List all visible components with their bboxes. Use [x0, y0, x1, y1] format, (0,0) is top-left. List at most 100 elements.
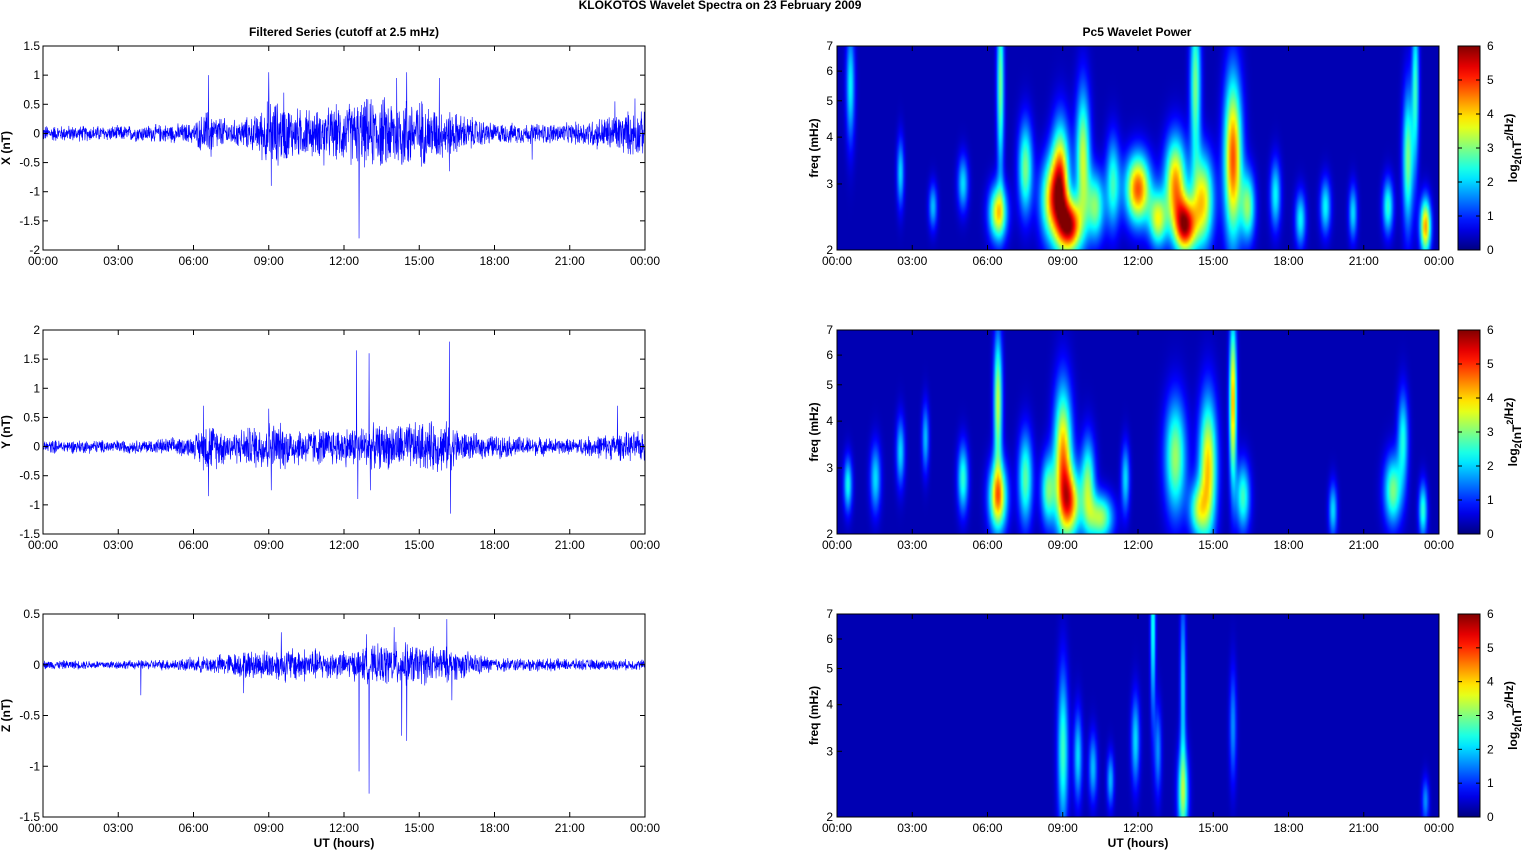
y-tick-label: 3 [826, 744, 833, 758]
right-column-title: Pc5 Wavelet Power [1083, 25, 1192, 39]
colorbar-label-part: 2 [1505, 136, 1515, 141]
time-series-panel-y: -1.5 -1 -0.5 0 0.5 1 1.5 2 00:00 03:00 06:00 09:00 1… [0, 323, 660, 552]
x-tick-label: 15:00 [1198, 254, 1228, 268]
time-series-panel-z: -1.5 -1 -0.5 0 0.5 00:00 03:00 06:00 09:00 12:00 1… [0, 607, 660, 850]
x-tick-label: 12:00 [329, 538, 359, 552]
x-tick-label: 00:00 [822, 538, 852, 552]
y-tick-label: 2 [826, 527, 833, 541]
y-tick-label: -1.5 [19, 527, 40, 541]
colorbar-tick-label: 5 [1487, 641, 1494, 655]
y-tick-label: -0.5 [19, 709, 40, 723]
colorbar-label-part: (nT [1510, 140, 1522, 159]
colorbar-tick-label: 6 [1487, 39, 1494, 53]
y-tick-label: 5 [826, 94, 833, 108]
figure-suptitle: KLOKOTOS Wavelet Spectra on 23 February … [579, 0, 862, 12]
x-tick-label: 06:00 [178, 254, 208, 268]
colorbar-label-part: (nT [1510, 424, 1522, 443]
colorbar-label-part: (nT [1510, 708, 1522, 727]
y-tick-label: 0.5 [23, 97, 40, 111]
x-tick-label: 09:00 [254, 254, 284, 268]
colorbar-tick-label: 4 [1487, 107, 1494, 121]
y-tick-label: 1 [33, 381, 40, 395]
colorbar-tick-label: 3 [1487, 425, 1494, 439]
colorbar-label-part: log [1506, 448, 1520, 466]
x-tick-label: 18:00 [479, 538, 509, 552]
x-tick-label: 00:00 [28, 538, 58, 552]
colorbar-label-part: /Hz) [1502, 114, 1516, 136]
y-tick-label: 0 [33, 658, 40, 672]
x-tick-label: 12:00 [1123, 821, 1153, 835]
x-tick-label: 06:00 [972, 821, 1002, 835]
y-axis-label: X (nT) [0, 131, 13, 165]
x-tick-label: 18:00 [479, 254, 509, 268]
y-tick-label: -1.5 [19, 214, 40, 228]
y-tick-label: 4 [826, 414, 833, 428]
x-tick-label: 12:00 [329, 254, 359, 268]
x-tick-label: 12:00 [1123, 538, 1153, 552]
x-tick-label: 12:00 [1123, 254, 1153, 268]
x-tick-label: 00:00 [630, 821, 660, 835]
plots-layer: -2 -1.5 -1 -0.5 0 0.5 1 1.5 00:00 03:00 06:00 09:00… [0, 39, 1522, 850]
x-tick-label: 03:00 [103, 821, 133, 835]
x-tick-label: 21:00 [1349, 538, 1379, 552]
colorbar-label-part: 2 [1505, 703, 1515, 708]
x-tick-label: 03:00 [897, 254, 927, 268]
x-tick-label: 18:00 [1273, 821, 1303, 835]
x-tick-label: 18:00 [1273, 538, 1303, 552]
colorbar-tick-label: 5 [1487, 73, 1494, 87]
x-tick-label: 03:00 [897, 821, 927, 835]
x-tick-label: 00:00 [28, 254, 58, 268]
colorbar-label: log2(nT2/Hz) [1502, 398, 1522, 467]
wavelet-panel-y: 2 3 4 5 6 7 00:00 03:00 06:00 09:00 12:00 15:00 18:0… [807, 323, 1522, 552]
x-tick-label: 21:00 [1349, 821, 1379, 835]
time-series-panel-x: -2 -1.5 -1 -0.5 0 0.5 1 1.5 00:00 03:00 06:00 09:00… [0, 39, 660, 268]
series-line-x [43, 72, 645, 239]
x-tick-label: 00:00 [630, 254, 660, 268]
y-tick-label: 6 [826, 348, 833, 362]
plot-area [43, 46, 645, 250]
x-tick-label: 15:00 [1198, 538, 1228, 552]
x-tick-label: 00:00 [1424, 821, 1454, 835]
wavelet-panel-z: 2 3 4 5 6 7 00:00 03:00 06:00 09:00 12:00 15:00 18:0… [807, 607, 1522, 850]
x-tick-label: 00:00 [630, 538, 660, 552]
colorbar-tick-label: 6 [1487, 323, 1494, 337]
y-tick-label: -1 [29, 498, 40, 512]
x-tick-label: 09:00 [254, 821, 284, 835]
y-tick-label: 0.5 [23, 607, 40, 621]
y-tick-label: 1.5 [23, 39, 40, 53]
y-tick-label: 4 [826, 698, 833, 712]
y-tick-label: 2 [826, 243, 833, 257]
colorbar-label-part: 2 [1513, 727, 1522, 732]
x-tick-label: 00:00 [1424, 538, 1454, 552]
x-axis-label: UT (hours) [314, 836, 375, 850]
colorbar-tick-label: 4 [1487, 675, 1494, 689]
plot-area [43, 330, 645, 534]
x-tick-label: 00:00 [822, 821, 852, 835]
y-axis-label: Y (nT) [0, 415, 13, 449]
x-tick-label: 03:00 [103, 538, 133, 552]
colorbar-tick-label: 1 [1487, 209, 1494, 223]
wavelet-power-image [837, 330, 1439, 534]
x-tick-label: 12:00 [329, 821, 359, 835]
colorbar-label-part: 2 [1513, 159, 1522, 164]
x-tick-label: 00:00 [28, 821, 58, 835]
y-tick-label: -2 [29, 243, 40, 257]
y-tick-label: 0 [33, 440, 40, 454]
y-tick-label: 1 [33, 68, 40, 82]
y-tick-label: 2 [826, 810, 833, 824]
colorbar-tick-label: 2 [1487, 175, 1494, 189]
y-tick-label: 7 [826, 39, 833, 53]
x-tick-label: 00:00 [1424, 254, 1454, 268]
y-tick-label: 1.5 [23, 352, 40, 366]
x-tick-label: 15:00 [1198, 821, 1228, 835]
y-tick-label: 0.5 [23, 410, 40, 424]
x-tick-label: 15:00 [404, 538, 434, 552]
x-tick-label: 06:00 [178, 538, 208, 552]
y-tick-label: 3 [826, 177, 833, 191]
wavelet-panel-x: 2 3 4 5 6 7 00:00 03:00 06:00 09:00 12:00 15:00 18:0… [807, 39, 1522, 268]
x-tick-label: 21:00 [555, 538, 585, 552]
colorbar-label-part: log [1506, 164, 1520, 182]
x-tick-label: 21:00 [555, 821, 585, 835]
y-tick-label: -1 [29, 185, 40, 199]
